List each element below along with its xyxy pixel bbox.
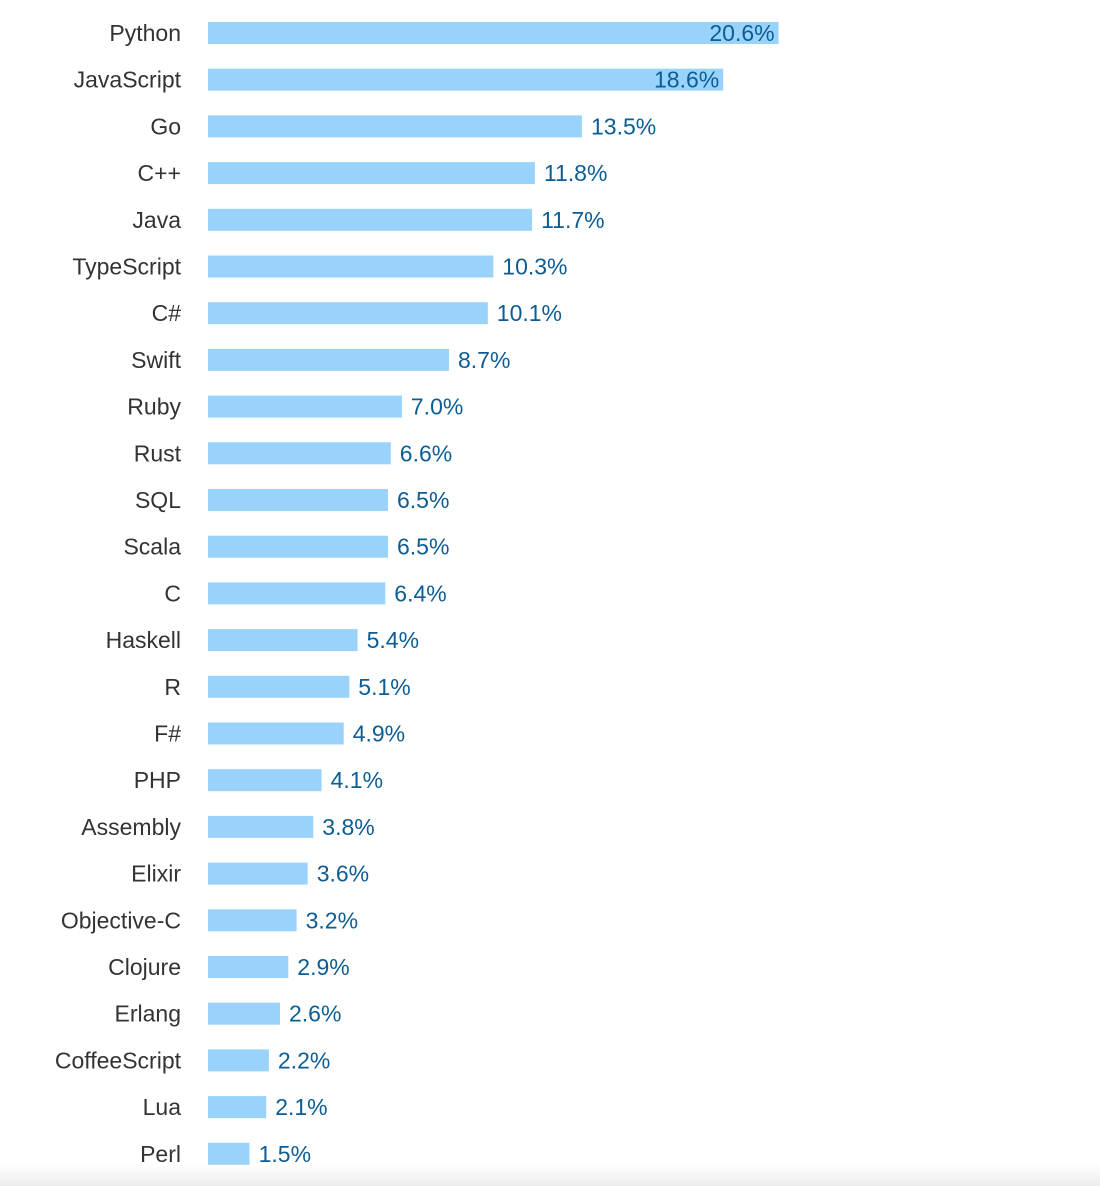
category-label: Java xyxy=(132,207,181,233)
category-label: Go xyxy=(150,113,181,139)
value-label: 5.1% xyxy=(358,674,410,700)
category-label: TypeScript xyxy=(72,254,181,280)
value-label: 11.8% xyxy=(544,160,608,186)
bar-elixir xyxy=(208,862,308,885)
category-label: Swift xyxy=(131,347,181,373)
category-label: C xyxy=(164,580,181,606)
category-label: Python xyxy=(109,20,181,46)
bar-javascript xyxy=(208,68,724,91)
value-label: 4.1% xyxy=(331,767,383,793)
category-label: Assembly xyxy=(81,814,181,840)
bar-typescript xyxy=(208,255,494,278)
bar-f- xyxy=(208,722,344,745)
bars-layer xyxy=(208,22,779,1165)
value-label: 2.6% xyxy=(289,1001,341,1027)
bar-assembly xyxy=(208,815,314,838)
category-label: Scala xyxy=(123,534,181,560)
category-labels-layer: Python JavaScript Go C++ Java TypeScript C# Swi… xyxy=(55,20,182,1167)
bar-c xyxy=(208,582,386,605)
bar-haskell xyxy=(208,629,358,652)
bar-sql xyxy=(208,489,388,511)
bar-go xyxy=(208,115,582,138)
value-label: 6.4% xyxy=(394,580,446,606)
category-label: PHP xyxy=(134,767,181,793)
category-label: JavaScript xyxy=(74,67,182,93)
value-label: 1.5% xyxy=(259,1141,311,1167)
category-label: Lua xyxy=(143,1094,182,1120)
value-label: 6.5% xyxy=(397,487,449,513)
value-label: 18.6% xyxy=(654,67,719,93)
category-label: Haskell xyxy=(106,627,181,653)
value-labels-layer: 20.6% 18.6% 13.5% 11.8% 11.7% 10.3% 10.1% 8.7% 7… xyxy=(259,20,775,1167)
value-label: 3.6% xyxy=(317,861,369,887)
category-label: F# xyxy=(154,721,181,747)
value-label: 6.5% xyxy=(397,534,449,560)
bar-c- xyxy=(208,302,488,325)
value-label: 3.2% xyxy=(306,907,358,933)
bar-lua xyxy=(208,1096,267,1119)
value-label: 11.7% xyxy=(541,207,605,233)
value-label: 2.1% xyxy=(275,1094,327,1120)
value-label: 5.4% xyxy=(367,627,419,653)
bar-php xyxy=(208,769,322,792)
value-label: 6.6% xyxy=(400,440,452,466)
category-label: SQL xyxy=(135,487,181,513)
value-label: 4.9% xyxy=(353,721,405,747)
value-label: 10.3% xyxy=(502,254,567,280)
category-label: Objective-C xyxy=(61,907,181,933)
value-label: 20.6% xyxy=(709,20,774,46)
category-label: CoffeeScript xyxy=(55,1047,182,1073)
category-label: Ruby xyxy=(127,394,181,420)
bar-java xyxy=(208,208,533,231)
category-label: C# xyxy=(152,300,182,326)
value-label: 7.0% xyxy=(411,394,463,420)
bar-rust xyxy=(208,442,391,465)
value-label: 13.5% xyxy=(591,113,656,139)
category-label: C++ xyxy=(138,160,181,186)
bar-c- xyxy=(208,162,535,185)
bar-swift xyxy=(208,348,449,371)
category-label: Rust xyxy=(134,440,182,466)
bar-python xyxy=(208,22,779,44)
category-label: Erlang xyxy=(115,1001,181,1027)
value-label: 2.9% xyxy=(297,954,349,980)
category-label: Perl xyxy=(140,1141,181,1167)
category-label: Elixir xyxy=(131,861,181,887)
value-label: 3.8% xyxy=(322,814,374,840)
value-label: 2.2% xyxy=(278,1047,330,1073)
bar-coffeescript xyxy=(208,1049,269,1072)
bar-perl xyxy=(208,1142,250,1165)
category-label: R xyxy=(164,674,181,700)
value-label: 10.1% xyxy=(497,300,562,326)
value-label: 8.7% xyxy=(458,347,510,373)
bar-scala xyxy=(208,535,388,558)
bar-erlang xyxy=(208,1002,280,1025)
bar-ruby xyxy=(208,395,402,418)
bar-clojure xyxy=(208,956,289,978)
bar-objective-c xyxy=(208,909,297,932)
bar-r xyxy=(208,675,350,698)
category-label: Clojure xyxy=(108,954,181,980)
